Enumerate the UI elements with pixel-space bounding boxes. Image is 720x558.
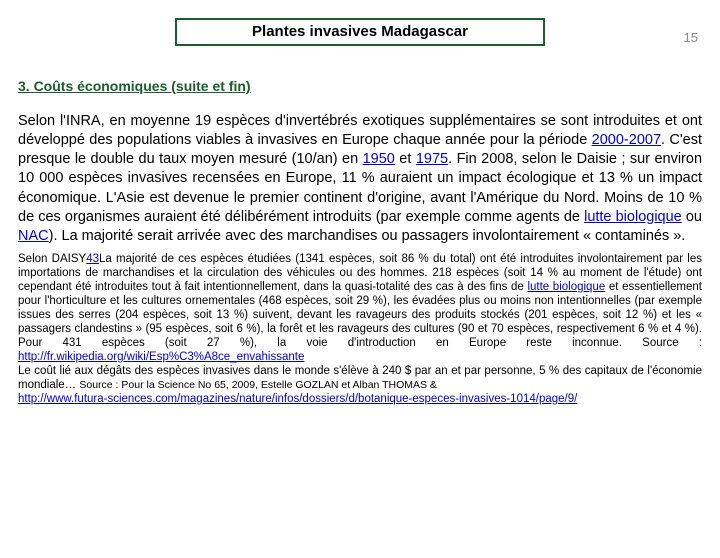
nac-link[interactable]: NAC — [18, 228, 49, 244]
futura-sciences-link[interactable]: http://www.futura-sciences.com/magazines… — [18, 393, 577, 405]
section-heading: 3. Coûts économiques (suite et fin) — [18, 78, 720, 94]
title-box: Plantes invasives Madagascar — [175, 18, 545, 46]
main-paragraph: Selon l'INRA, en moyenne 19 espèces d'in… — [18, 112, 702, 246]
year-link-1975[interactable]: 1975 — [416, 151, 448, 167]
p1-text-f: ). La majorité serait arrivée avec des m… — [49, 228, 686, 244]
year-link-2000-2007[interactable]: 2000-2007 — [592, 132, 661, 148]
p2-text-a: Selon DAISY — [18, 253, 86, 265]
wikipedia-link[interactable]: http://fr.wikipedia.org/wiki/Esp%C3%A8ce… — [18, 351, 304, 363]
lutte-biologique-link-2[interactable]: lutte biologique — [527, 281, 605, 293]
lutte-biologique-link-1[interactable]: lutte biologique — [584, 209, 682, 225]
p1-text-c: et — [395, 151, 416, 167]
year-link-1950[interactable]: 1950 — [363, 151, 395, 167]
title-text: Plantes invasives Madagascar — [252, 23, 468, 40]
p1-text-e: ou — [682, 209, 702, 225]
source-note: Source : Pour la Science No 65, 2009, Es… — [79, 379, 437, 391]
secondary-paragraph: Selon DAISY43La majorité de ces espèces … — [18, 252, 702, 406]
ref-43-link[interactable]: 43 — [86, 253, 99, 265]
page-number: 15 — [684, 30, 698, 45]
